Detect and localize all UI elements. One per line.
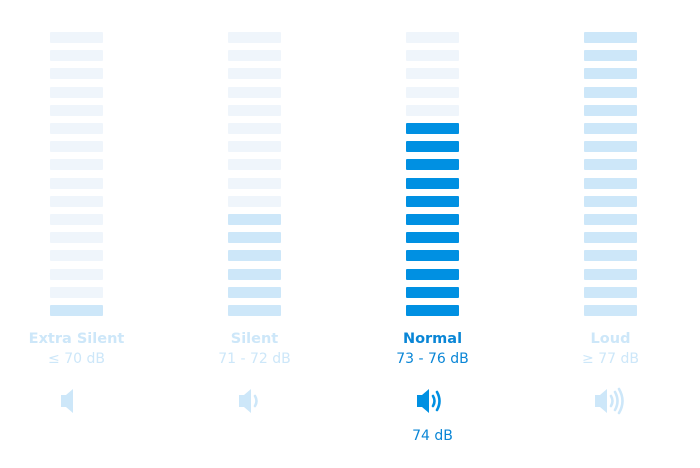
level-segment xyxy=(228,232,281,244)
level-segment xyxy=(50,305,103,316)
speaker-low-icon xyxy=(238,389,258,413)
level-normal: Normal 73 - 76 dB 74 dB xyxy=(344,0,522,468)
level-segment xyxy=(406,50,459,62)
level-segment xyxy=(584,104,637,116)
level-segment xyxy=(584,159,637,171)
level-segment xyxy=(584,195,637,207)
level-name: Normal xyxy=(402,331,463,347)
level-segment xyxy=(584,232,637,244)
speaker-mute-icon xyxy=(60,389,73,413)
level-segment xyxy=(406,104,459,116)
level-segment xyxy=(50,232,103,244)
level-segment xyxy=(228,214,281,225)
level-segment xyxy=(406,159,459,171)
level-silent: Silent 71 - 72 dB xyxy=(166,0,344,468)
level-range: 71 - 72 dB xyxy=(218,351,291,367)
level-segment xyxy=(50,286,103,298)
level-segment xyxy=(584,68,637,80)
level-loud: Loud ≥ 77 dB xyxy=(522,0,700,468)
level-segment xyxy=(406,268,459,280)
level-segment xyxy=(584,268,637,280)
speaker-high-icon xyxy=(594,387,624,415)
level-segment xyxy=(406,305,459,316)
level-segment xyxy=(50,141,103,153)
level-segment xyxy=(584,32,637,43)
level-name: Loud xyxy=(590,331,631,347)
level-segment xyxy=(584,250,637,262)
level-segment xyxy=(406,32,459,43)
level-segment xyxy=(228,286,281,298)
level-segment xyxy=(406,123,459,134)
level-segment xyxy=(228,141,281,153)
level-segment xyxy=(50,104,103,116)
level-segment xyxy=(228,305,281,316)
level-range: ≤ 70 dB xyxy=(48,351,105,367)
level-segment xyxy=(584,123,637,134)
level-segment xyxy=(228,195,281,207)
level-segment xyxy=(406,86,459,98)
level-segment xyxy=(406,232,459,244)
level-segment xyxy=(406,177,459,189)
level-segment xyxy=(584,305,637,316)
level-segment xyxy=(50,50,103,62)
level-name: Silent xyxy=(230,331,279,347)
level-segment xyxy=(228,104,281,116)
level-segment xyxy=(50,177,103,189)
level-segment xyxy=(228,50,281,62)
level-segment xyxy=(584,141,637,153)
level-segment xyxy=(228,68,281,80)
level-segment xyxy=(584,50,637,62)
level-segment xyxy=(50,86,103,98)
level-segment xyxy=(228,86,281,98)
level-segment xyxy=(406,250,459,262)
level-segment xyxy=(584,214,637,225)
level-extra-silent: Extra Silent ≤ 70 dB xyxy=(0,0,166,468)
speaker-medium-icon xyxy=(416,389,441,413)
level-segment xyxy=(406,214,459,225)
level-segment xyxy=(228,250,281,262)
level-segment xyxy=(406,141,459,153)
level-segment xyxy=(406,195,459,207)
level-segment xyxy=(406,286,459,298)
level-segment xyxy=(50,68,103,80)
level-segment xyxy=(228,268,281,280)
level-segment xyxy=(50,195,103,207)
level-segment xyxy=(406,68,459,80)
level-segment xyxy=(50,250,103,262)
level-segment xyxy=(50,214,103,225)
level-segment xyxy=(50,32,103,43)
level-segment xyxy=(50,159,103,171)
level-range: 73 - 76 dB xyxy=(396,351,469,367)
level-name: Extra Silent xyxy=(28,331,125,347)
level-segment xyxy=(228,123,281,134)
level-segment xyxy=(584,177,637,189)
level-segment xyxy=(228,177,281,189)
level-segment xyxy=(584,286,637,298)
level-segment xyxy=(228,32,281,43)
level-segment xyxy=(50,268,103,280)
level-segment xyxy=(50,123,103,134)
level-range: ≥ 77 dB xyxy=(582,351,639,367)
level-segment xyxy=(228,159,281,171)
level-segment xyxy=(584,86,637,98)
current-value: 74 dB xyxy=(412,428,453,444)
